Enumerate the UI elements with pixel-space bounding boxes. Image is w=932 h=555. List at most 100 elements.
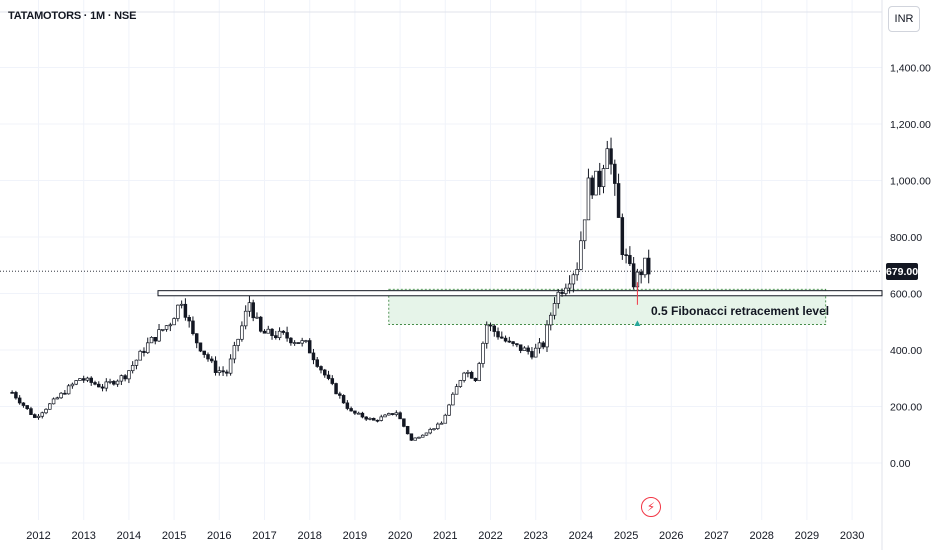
candle-body [579,240,583,270]
y-tick-label: 1,000.00 [890,176,931,188]
candle-body [138,350,142,361]
candle-body [100,386,105,389]
candle-body [289,337,293,344]
candle-body [507,340,512,343]
candle-body [66,385,71,395]
candle-body [292,342,297,344]
candle-body [213,360,218,373]
candle-body [187,317,191,322]
candle-body [247,302,252,312]
candle-body [277,330,282,339]
candle-body [549,314,553,326]
candle-body [221,370,225,373]
candle-body [473,377,478,382]
candle-body [59,392,63,399]
candle-body [481,342,485,364]
candle-body [552,303,557,316]
candle-body [191,320,195,335]
candle-body [63,392,67,395]
symbol-title: TATAMOTORS · 1M · NSE [8,10,137,22]
x-tick-label: 2021 [433,530,457,542]
candle-body [198,342,203,352]
x-tick-label: 2019 [343,530,367,542]
candle-body [428,429,432,434]
y-tick-label: 800.00 [890,232,922,244]
candle-body [78,378,82,381]
candle-body [315,359,319,367]
flash-icon[interactable]: ⚡ [641,497,661,517]
candle-body [500,336,504,339]
x-tick-label: 2015 [162,530,186,542]
candle-body [454,386,459,395]
x-tick-label: 2023 [523,530,547,542]
currency-button[interactable]: INR [888,6,920,32]
candle-body [624,254,628,257]
candle-body [108,381,112,383]
candle-body [323,369,327,376]
candle-body [55,397,60,400]
candle-body [605,148,610,169]
candle-body [451,393,455,406]
candle-body [10,392,14,394]
candle-body [112,381,116,385]
candle-body [232,345,237,360]
candle-body [32,414,37,418]
x-tick-label: 2028 [749,530,773,542]
candle-body [164,325,169,330]
candle-body [85,377,90,381]
candle-body [582,219,587,242]
candle-body [639,271,643,276]
candle-body [484,324,489,344]
candle-body [14,392,18,399]
candle-body [89,377,93,383]
candle-body [616,183,621,218]
candle-body [371,418,376,421]
candle-body [518,344,523,351]
candle-body [594,170,598,196]
x-tick-label: 2024 [569,530,593,542]
candle-body [436,423,440,429]
candle-body [104,381,109,389]
candle-body [571,274,576,285]
y-tick-label: 200.00 [890,402,922,414]
x-tick-label: 2016 [207,530,231,542]
candle-body [176,304,180,319]
candles [10,137,651,441]
candle-body [368,418,372,420]
candle-body [285,332,289,339]
candle-body [296,342,301,344]
candle-body [390,413,395,415]
candle-body [620,217,625,256]
candle-body [270,328,274,336]
candle-body [477,363,481,382]
candle-body [225,371,229,374]
candle-body [420,434,425,438]
candle-body [511,341,515,344]
candle-body [179,303,184,306]
candle-body [643,257,647,276]
candle-body [387,413,391,416]
candle-body [360,412,365,418]
candle-body [93,382,97,385]
candle-body [115,380,120,385]
candle-body [44,408,48,414]
candle-body [81,378,86,381]
x-tick-label: 2029 [795,530,819,542]
candle-body [326,374,331,379]
candle-body [383,414,387,418]
candle-body [168,324,173,327]
candle-body [194,333,199,344]
candle-body [21,402,26,406]
y-tick-label: 0.00 [890,458,911,470]
candle-body [586,177,591,221]
annotation-layer [0,270,883,325]
candle-body [304,340,308,342]
x-tick-label: 2018 [297,530,321,542]
candle-body [334,383,338,395]
candle-body [161,328,165,331]
y-tick-label: 1,400.00 [890,63,931,75]
candle-body [338,393,342,396]
candle-body [157,329,161,342]
